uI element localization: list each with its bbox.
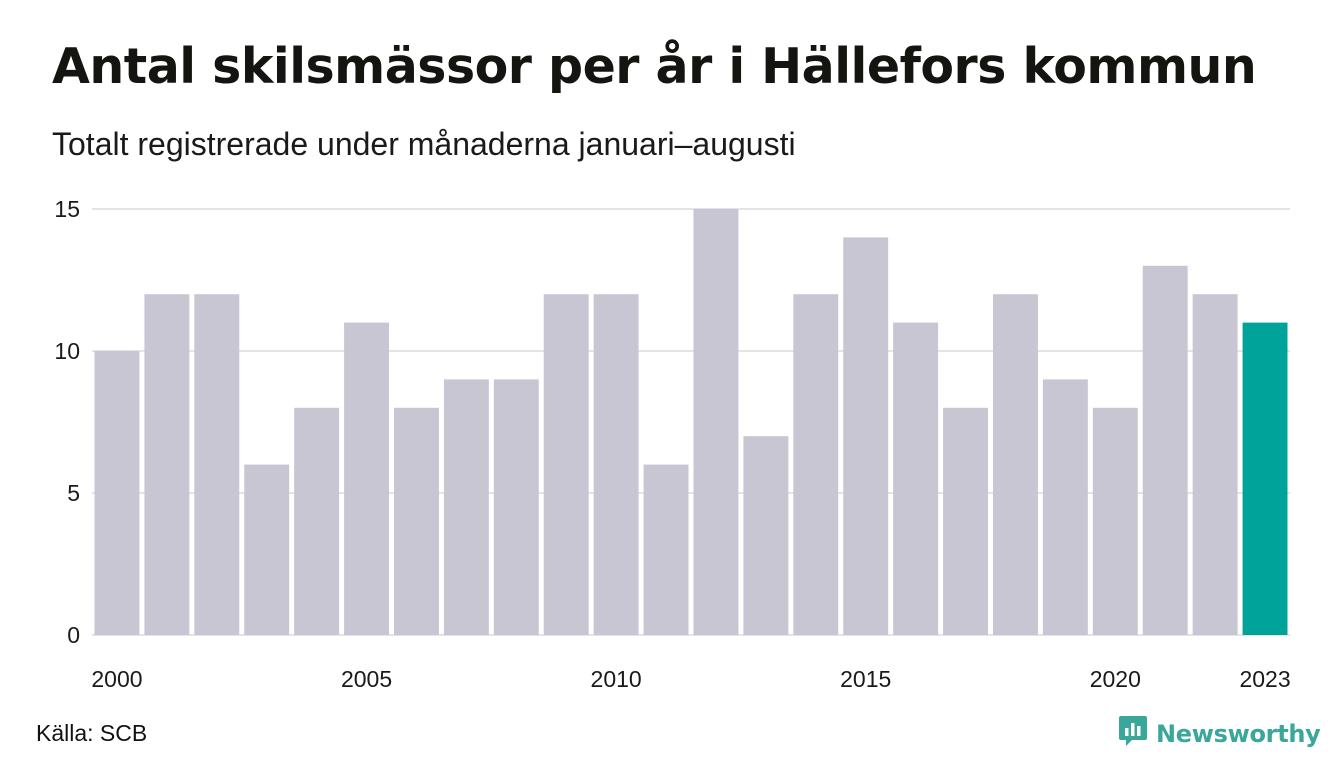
gridlines <box>92 208 1290 636</box>
x-tick-label: 2015 <box>840 666 891 692</box>
newsworthy-logo[interactable]: Newsworthy <box>1118 714 1321 753</box>
bars <box>94 209 1288 635</box>
bar-2010 <box>593 294 639 635</box>
bar-2017 <box>943 407 988 635</box>
bar-2001 <box>144 294 190 635</box>
x-axis-ticks: 2000 2005 2010 2015 2020 2023 <box>91 666 1290 692</box>
bar-2015 <box>843 237 889 635</box>
bar-2007 <box>443 379 489 635</box>
brand-name: Newsworthy <box>1156 719 1321 748</box>
bar-2023 <box>1242 322 1288 635</box>
bar-2013 <box>743 436 789 635</box>
newsworthy-chart-bubble-icon <box>1118 714 1148 753</box>
bar-2004 <box>294 407 340 635</box>
y-tick-label: 15 <box>54 196 80 222</box>
bar-chart: 0 5 10 15 2000 2005 2010 2015 2020 2023 <box>54 196 1290 692</box>
bar-2019 <box>1042 379 1088 635</box>
chart-subtitle: Totalt registrerade under månaderna janu… <box>52 126 796 162</box>
bar-2008 <box>493 379 539 635</box>
y-tick-label: 10 <box>54 338 80 364</box>
chart-title: Antal skilsmässor per år i Hällefors kom… <box>52 38 1257 95</box>
source-note: Källa: SCB <box>36 720 148 746</box>
bar-2020 <box>1092 407 1138 635</box>
x-tick-label: 2023 <box>1239 666 1290 692</box>
bar-2002 <box>194 294 240 635</box>
y-tick-label: 0 <box>67 622 80 648</box>
x-tick-label: 2005 <box>341 666 392 692</box>
bar-2016 <box>893 322 939 635</box>
bar-2014 <box>793 294 839 635</box>
bar-2018 <box>993 294 1038 635</box>
bar-2003 <box>244 464 290 635</box>
x-tick-label: 2000 <box>91 666 142 692</box>
bar-2005 <box>344 322 389 635</box>
bar-2021 <box>1142 265 1188 635</box>
bar-2011 <box>643 464 689 635</box>
bar-2012 <box>693 209 739 635</box>
bar-2006 <box>394 407 439 635</box>
y-axis-ticks: 0 5 10 15 <box>54 196 80 648</box>
bar-2000 <box>94 351 140 635</box>
bar-2022 <box>1192 294 1238 635</box>
x-tick-label: 2020 <box>1090 666 1141 692</box>
bar-2009 <box>543 294 589 635</box>
y-tick-label: 5 <box>67 480 80 506</box>
x-tick-label: 2010 <box>591 666 642 692</box>
